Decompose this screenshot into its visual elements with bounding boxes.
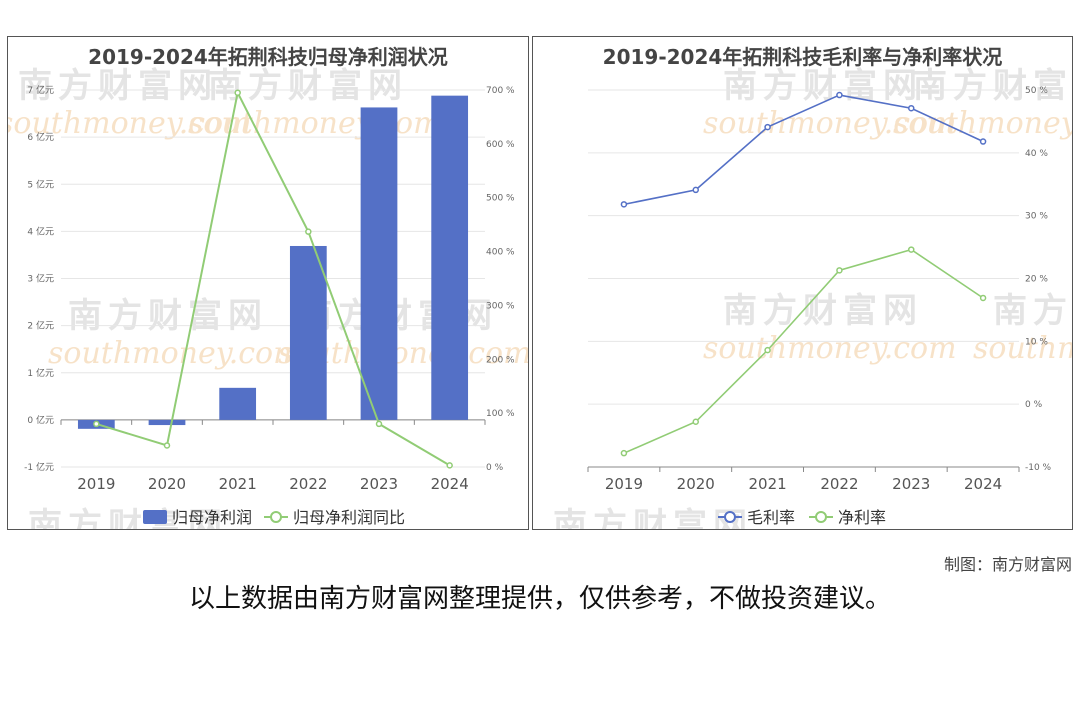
yoy-point-2022 [305, 228, 312, 235]
right-axis-tick-label: 20 % [1025, 275, 1048, 285]
x-axis-label: 2021 [748, 475, 786, 493]
legend-line-marker [815, 511, 827, 523]
bar-2024 [431, 95, 469, 420]
watermark-en: southmoney.com [188, 106, 442, 141]
right-chart-title: 2019-2024年拓荆科技毛利率与净利率状况 [602, 45, 1003, 69]
bar-2022 [289, 245, 327, 420]
legend-line-marker [724, 511, 736, 523]
left-axis-tick-label: 6 亿元 [27, 131, 54, 143]
gross-margin-point-2020 [692, 186, 699, 194]
left-axis-tick-label: 1 亿元 [27, 367, 54, 379]
watermark-cn: 南方财富网 [68, 296, 268, 336]
net-margin-line [623, 248, 984, 454]
right-axis-tick-label: 100 % [486, 409, 515, 419]
left-axis-tick-label: 4 亿元 [27, 225, 54, 237]
gross-margin-point-2023 [908, 104, 915, 112]
x-axis-label: 2024 [431, 475, 469, 493]
x-axis-label: 2023 [892, 475, 930, 493]
x-axis-label: 2024 [964, 475, 1002, 493]
right-axis-tick-label: 30 % [1025, 212, 1048, 222]
watermark-en: southmoney.com [8, 106, 252, 141]
bar-2020 [148, 419, 186, 426]
watermark-cn: 南方财富网 [913, 66, 1072, 106]
legend-bar-swatch [143, 510, 167, 524]
x-axis-label: 2021 [219, 475, 257, 493]
right-axis-tick-label: 10 % [1025, 337, 1048, 347]
net-profit-chart-panel: 2019-2024年拓荆科技归母净利润状况 南方财富网 southmoney.co… [7, 36, 529, 530]
bar-2023 [360, 107, 398, 420]
legend-label: 归母净利润 [172, 508, 252, 527]
margin-chart: 南方财富网southmoney.com南方财富网southmoney.com南方… [553, 66, 1072, 529]
right-axis-tick-label: 50 % [1025, 86, 1048, 96]
margin-chart-panel: 2019-2024年拓荆科技毛利率与净利率状况 南方财富网 southmoney.… [532, 36, 1073, 530]
left-axis-tick-label: 3 亿元 [27, 273, 54, 285]
right-axis-tick-label: 40 % [1025, 149, 1048, 159]
right-axis-tick-label: 300 % [486, 301, 515, 311]
x-axis-label: 2022 [289, 475, 327, 493]
watermark-en: southmoney.com [48, 336, 302, 371]
yoy-point-2021 [234, 89, 241, 96]
chart-source-credit: 制图：南方财富网 [943, 555, 1072, 574]
net-profit-chart: 南方财富网southmoney.com南方财富网southmoney.com南方… [8, 66, 528, 529]
right-axis-tick-label: 0 % [486, 463, 504, 473]
net-margin-point-2020 [692, 418, 699, 426]
gross-margin-point-2024 [979, 138, 987, 145]
legend-line-marker [270, 511, 282, 523]
watermark-en: southmoney.com [703, 331, 957, 366]
gross-margin-line [623, 94, 984, 206]
left-axis-tick-label: 0 亿元 [27, 414, 54, 426]
x-axis-label: 2019 [77, 475, 115, 493]
x-axis-label: 2019 [605, 475, 643, 493]
gross-margin-point-2022 [836, 91, 843, 99]
watermark-cn: 南方财富网 [208, 66, 408, 106]
watermark-cn: 南方财富网 [723, 291, 923, 331]
right-axis-tick-label: 600 % [486, 140, 515, 150]
yoy-point-2020 [163, 442, 171, 449]
watermark-en: southmoney.com [893, 106, 1072, 141]
watermark-en: southmoney.com [703, 106, 957, 141]
watermark-en: southmoney.com [973, 331, 1072, 366]
legend-label: 归母净利润同比 [293, 508, 405, 527]
left-axis-tick-label: 5 亿元 [27, 178, 54, 190]
net-margin-point-2023 [908, 246, 915, 253]
watermark-cn: 南方财富网 [993, 291, 1072, 331]
right-axis-tick-label: 500 % [486, 194, 515, 204]
legend-label: 净利率 [838, 508, 886, 527]
left-chart-title: 2019-2024年拓荆科技归母净利润状况 [88, 45, 448, 69]
net-margin-point-2019 [620, 449, 628, 457]
right-axis-tick-label: 700 % [486, 86, 515, 96]
gross-margin-point-2019 [620, 201, 628, 208]
yoy-line [96, 89, 451, 467]
watermark-cn: 南方财富网 [28, 506, 228, 529]
legend-label: 毛利率 [747, 508, 795, 527]
right-axis-tick-label: 0 % [1025, 400, 1043, 410]
bar-2021 [219, 387, 257, 420]
yoy-point-2023 [375, 420, 383, 428]
watermark-cn: 南方财富网 [553, 506, 753, 529]
net-margin-point-2021 [764, 346, 771, 354]
watermark-cn: 南方财富网 [723, 66, 923, 106]
x-axis-label: 2022 [820, 475, 858, 493]
left-axis-tick-label: 2 亿元 [27, 320, 54, 332]
net-margin-point-2022 [836, 267, 843, 274]
right-axis-tick-label: 400 % [486, 248, 515, 258]
right-axis-tick-label: -10 % [1025, 463, 1052, 473]
left-axis-tick-label: -1 亿元 [24, 461, 54, 473]
yoy-point-2019 [93, 420, 100, 428]
gross-margin-point-2021 [764, 123, 771, 131]
x-axis-label: 2020 [148, 475, 186, 493]
yoy-point-2024 [446, 462, 453, 469]
net-margin-point-2024 [979, 294, 987, 302]
left-axis-tick-label: 7 亿元 [27, 84, 54, 96]
x-axis-label: 2023 [360, 475, 398, 493]
right-axis-tick-label: 200 % [486, 355, 515, 365]
watermark-cn: 南方财富网 [18, 66, 218, 106]
disclaimer-text: 以上数据由南方财富网整理提供，仅供参考，不做投资建议。 [188, 584, 891, 614]
x-axis-label: 2020 [677, 475, 715, 493]
